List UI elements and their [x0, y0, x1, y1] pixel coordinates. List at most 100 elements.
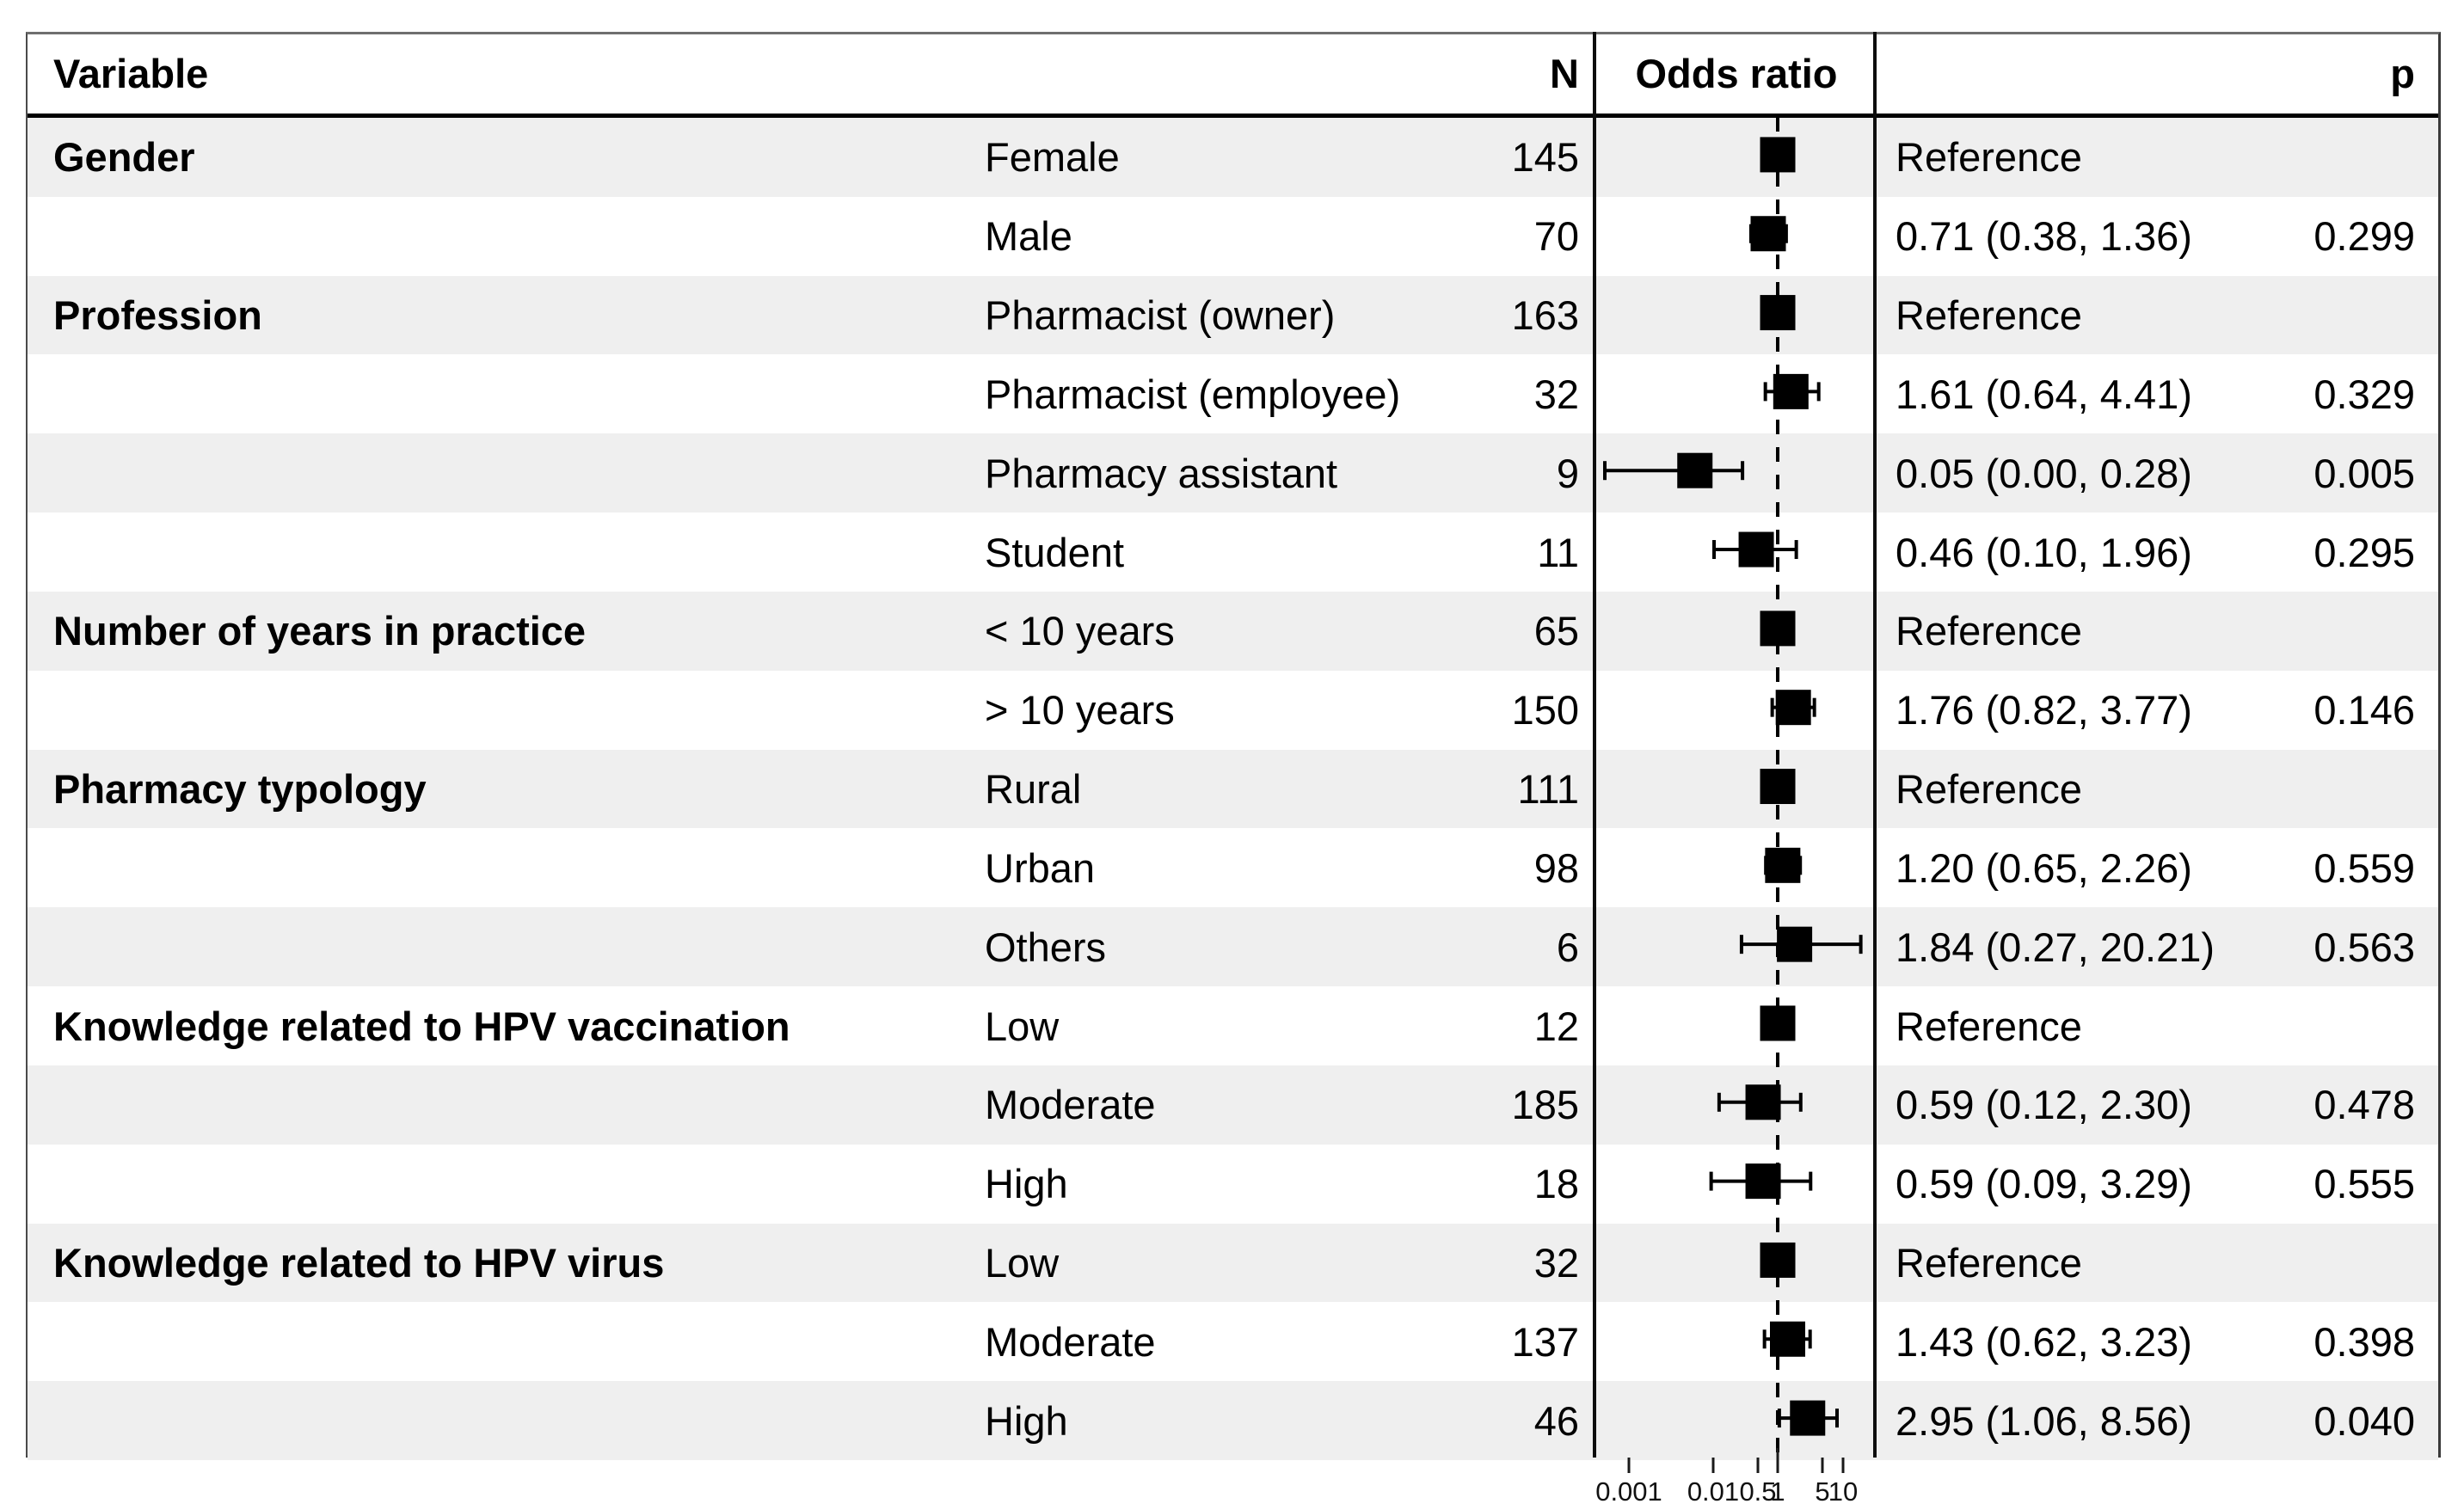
or-ci-cell: Reference	[1896, 292, 2082, 339]
n-cell: 6	[1556, 924, 1579, 970]
n-cell: 9	[1556, 450, 1579, 496]
group-cell: Number of years in practice	[53, 608, 587, 654]
p-cell: 0.559	[2313, 844, 2415, 891]
p-cell	[2152, 986, 2415, 1065]
group-cell: Knowledge related to HPV virus	[53, 1240, 665, 1286]
n-cell: 32	[1533, 1240, 1579, 1286]
level-cell: High	[985, 1397, 1068, 1444]
level-cell: Others	[985, 924, 1107, 970]
axis-tick-label: 0.001	[1595, 1476, 1662, 1507]
axis-tick-label: 5	[1815, 1476, 1829, 1507]
p-cell: 0.040	[2313, 1397, 2415, 1444]
or-ci-cell: Reference	[1896, 1240, 2082, 1286]
or-ci-cell: 0.46 (0.10, 1.96)	[1896, 529, 2192, 575]
table-row: Male 70 0.71 (0.38, 1.36) 0.299	[28, 197, 2438, 276]
table-row: Others 6 1.84 (0.27, 20.21) 0.563	[28, 907, 2438, 987]
group-cell: Profession	[53, 292, 262, 339]
n-cell: 111	[1517, 766, 1579, 813]
level-cell: Male	[985, 213, 1072, 260]
or-ci-cell: 0.05 (0.00, 0.28)	[1896, 450, 2192, 496]
axis-tick-label: 0.01	[1687, 1476, 1739, 1507]
n-cell: 12	[1533, 1003, 1579, 1049]
level-cell: < 10 years	[985, 608, 1175, 654]
n-cell: 65	[1533, 608, 1579, 654]
or-ci-cell: 1.61 (0.64, 4.41)	[1896, 371, 2192, 417]
or-ci-cell: 1.20 (0.65, 2.26)	[1896, 844, 2192, 891]
axis-tick-label: 1	[1770, 1476, 1785, 1507]
level-cell: Low	[985, 1003, 1060, 1049]
axis-tick-label: 0.5	[1739, 1476, 1776, 1507]
or-ci-cell: Reference	[1896, 134, 2082, 181]
table-row: Moderate 185 0.59 (0.12, 2.30) 0.478	[28, 1065, 2438, 1145]
or-ci-cell: Reference	[1896, 1003, 2082, 1049]
p-cell: 0.005	[2313, 450, 2415, 496]
level-cell: Moderate	[985, 1318, 1156, 1365]
p-cell: 0.398	[2313, 1318, 2415, 1365]
header-separator	[28, 114, 2438, 118]
table-row: Moderate 137 1.43 (0.62, 3.23) 0.398	[28, 1302, 2438, 1381]
forest-table: Variable N Odds ratio p Gender Female 145 R…	[26, 32, 2441, 1461]
header-variable: Variable	[53, 51, 209, 96]
n-cell: 98	[1533, 844, 1579, 891]
divider-plot-or	[1873, 32, 1877, 1458]
n-cell: 11	[1537, 529, 1579, 575]
p-cell: 0.478	[2313, 1082, 2415, 1128]
table-row: > 10 years 150 1.76 (0.82, 3.77) 0.146	[28, 671, 2438, 750]
or-ci-cell: 2.95 (1.06, 8.56)	[1896, 1397, 2192, 1444]
n-cell: 150	[1511, 687, 1579, 734]
header-p: p	[2390, 51, 2415, 96]
level-cell: Pharmacist (owner)	[985, 292, 1336, 339]
group-cell: Pharmacy typology	[53, 766, 427, 813]
n-cell: 185	[1511, 1082, 1579, 1128]
level-cell: Pharmacist (employee)	[985, 371, 1401, 417]
n-cell: 137	[1511, 1318, 1579, 1365]
table-row: Number of years in practice < 10 years 65 R…	[28, 591, 2438, 671]
or-ci-cell: Reference	[1896, 766, 2082, 813]
p-cell: 0.555	[2313, 1161, 2415, 1207]
divider-n-plot	[1593, 32, 1596, 1458]
p-cell	[2152, 118, 2415, 197]
table-row: Knowledge related to HPV vaccination Low 1…	[28, 986, 2438, 1065]
p-cell: 0.146	[2313, 687, 2415, 734]
table-rows: Gender Female 145 Reference Male 70 0.71 (0.38…	[28, 118, 2438, 1461]
or-ci-cell: 1.43 (0.62, 3.23)	[1896, 1318, 2192, 1365]
group-cell: Knowledge related to HPV vaccination	[53, 1003, 790, 1049]
p-cell	[2152, 592, 2415, 671]
table-row: Pharmacy assistant 9 0.05 (0.00, 0.28) 0.00…	[28, 433, 2438, 513]
axis-tick-label: 10	[1828, 1476, 1858, 1507]
level-cell: Pharmacy assistant	[985, 450, 1338, 496]
or-ci-cell: 1.76 (0.82, 3.77)	[1896, 687, 2192, 734]
or-ci-cell: 1.84 (0.27, 20.21)	[1896, 924, 2215, 970]
n-cell: 46	[1533, 1397, 1579, 1444]
level-cell: Moderate	[985, 1082, 1156, 1128]
table-row: Pharmacy typology Rural 111 Reference	[28, 749, 2438, 829]
p-cell: 0.563	[2313, 924, 2415, 970]
p-cell	[2152, 750, 2415, 829]
p-cell	[2152, 276, 2415, 355]
table-row: Urban 98 1.20 (0.65, 2.26) 0.559	[28, 828, 2438, 907]
level-cell: Female	[985, 134, 1120, 181]
or-ci-cell: 0.59 (0.12, 2.30)	[1896, 1082, 2192, 1128]
table-row: Student 11 0.46 (0.10, 1.96) 0.295	[28, 513, 2438, 592]
level-cell: Rural	[985, 766, 1082, 813]
or-ci-cell: Reference	[1896, 608, 2082, 654]
n-cell: 145	[1511, 134, 1579, 181]
table-row: Knowledge related to HPV virus Low 32 Refer…	[28, 1223, 2438, 1303]
table-row: High 46 2.95 (1.06, 8.56) 0.040	[28, 1381, 2438, 1461]
table-row: Pharmacist (employee) 32 1.61 (0.64, 4.41)…	[28, 354, 2438, 433]
p-cell: 0.295	[2313, 529, 2415, 575]
header-odds-ratio: Odds ratio	[1635, 51, 1838, 96]
n-cell: 163	[1511, 292, 1579, 339]
n-cell: 70	[1533, 213, 1579, 260]
level-cell: > 10 years	[985, 687, 1175, 734]
header-n: N	[1550, 51, 1579, 96]
n-cell: 18	[1533, 1161, 1579, 1207]
level-cell: High	[985, 1161, 1068, 1207]
table-row: Profession Pharmacist (owner) 163 Reference	[28, 275, 2438, 355]
p-cell: 0.329	[2313, 371, 2415, 417]
n-cell: 32	[1533, 371, 1579, 417]
p-cell	[2152, 1224, 2415, 1303]
level-cell: Student	[985, 529, 1125, 575]
table-row: Gender Female 145 Reference	[28, 118, 2438, 197]
